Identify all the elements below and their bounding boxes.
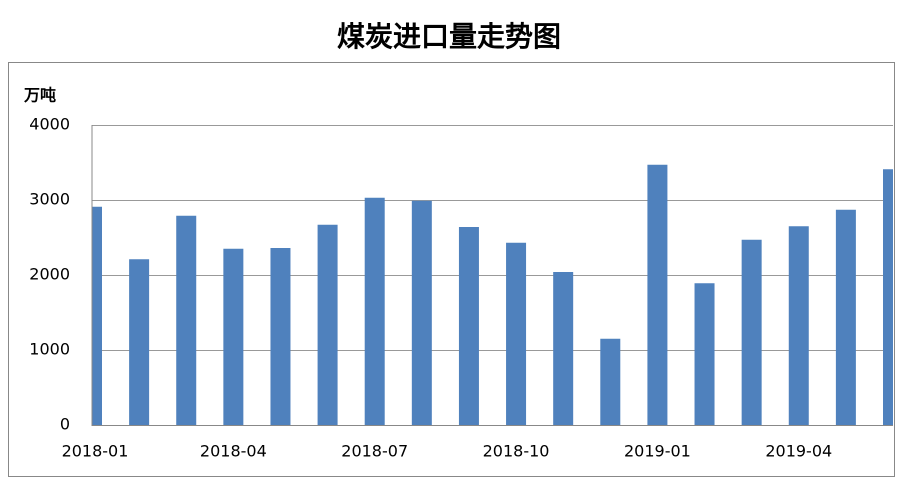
y-axis-label: 万吨: [23, 86, 56, 105]
bar: [694, 283, 715, 425]
y-tick-label: 0: [60, 415, 70, 434]
bar: [317, 224, 338, 425]
bar: [600, 338, 621, 425]
bar: [883, 169, 893, 425]
bar: [647, 164, 668, 425]
bar: [741, 239, 762, 425]
chart-title: 煤炭进口量走势图: [337, 20, 561, 53]
bar: [129, 259, 150, 425]
bar: [176, 215, 197, 425]
y-tick-label: 3000: [29, 190, 70, 209]
x-tick-label: 2018-01: [62, 442, 129, 461]
bar: [364, 197, 385, 425]
bar: [92, 206, 102, 425]
bar: [553, 272, 574, 425]
bar: [458, 227, 479, 425]
x-tick-label: 2018-10: [483, 442, 550, 461]
bar: [411, 200, 432, 425]
bar: [788, 226, 809, 425]
y-tick-label: 2000: [29, 265, 70, 284]
bar: [506, 242, 527, 425]
x-tick-label: 2019-01: [624, 442, 691, 461]
x-tick-label: 2019-04: [765, 442, 832, 461]
bar: [270, 248, 291, 425]
x-tick-label: 2018-07: [341, 442, 408, 461]
bar: [223, 248, 244, 425]
y-tick-label: 4000: [29, 115, 70, 134]
x-tick-label: 2018-04: [200, 442, 267, 461]
y-tick-label: 1000: [29, 340, 70, 359]
bar: [835, 209, 856, 425]
